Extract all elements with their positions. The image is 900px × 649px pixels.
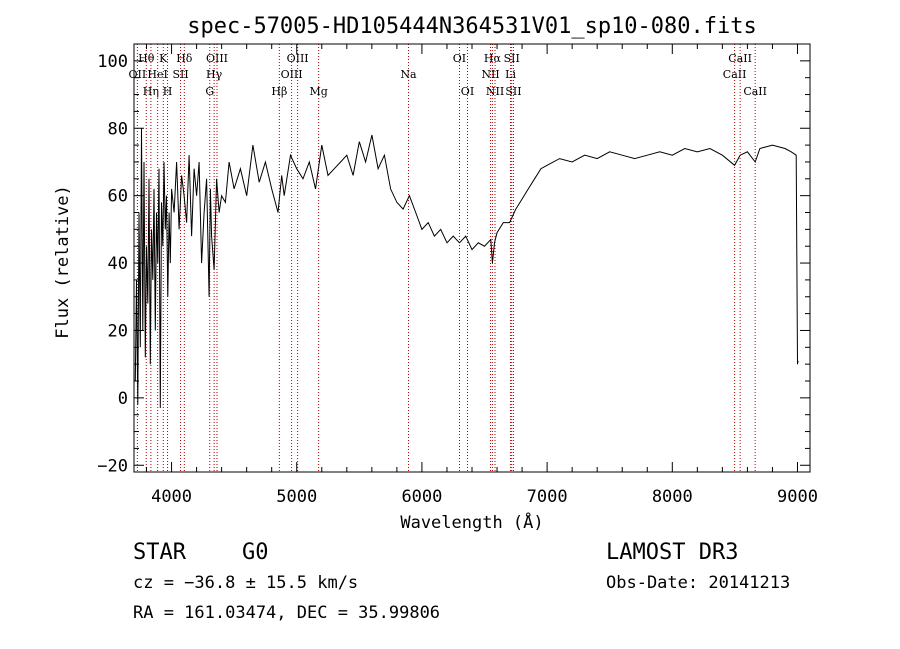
x-tick-label: 4000 [151, 487, 192, 507]
line-label-21: SII [504, 52, 520, 65]
y-tick-label: 60 [108, 187, 128, 207]
line-label-1: OII [129, 68, 147, 81]
survey-name: LAMOST DR3 [606, 540, 739, 565]
line-label-16: OI [453, 52, 466, 65]
y-axis-label: Flux (relative) [53, 185, 73, 339]
ra-dec-coordinates: RA = 161.03474, DEC = 35.99806 [133, 603, 441, 623]
x-tick-label: 8000 [652, 487, 693, 507]
line-label-17: OI [461, 85, 474, 98]
line-label-7: Hδ [176, 52, 193, 65]
chart-title: spec-57005-HD105444N364531V01_sp10-080.f… [187, 14, 757, 39]
observation-date: Obs-Date: 20141213 [606, 573, 791, 593]
object-subclass: G0 [242, 540, 269, 565]
line-label-20: NII [486, 85, 504, 98]
redshift-cz: cz = −36.8 ± 15.5 km/s [133, 573, 359, 593]
line-label-26: CaII [743, 85, 767, 98]
axis-ticks: 4000 5000 6000 7000 8000 9000 −20 0 20 40 60 80 100 [97, 44, 818, 507]
line-label-9: Hγ [206, 68, 223, 81]
line-label-24: CaII [728, 52, 752, 65]
spectrum-plot: spec-57005-HD105444N364531V01_sp10-080.f… [53, 14, 818, 533]
y-tick-label: 20 [108, 321, 128, 341]
x-tick-label: 7000 [527, 487, 568, 507]
line-label-0: Hθ [138, 52, 155, 65]
emission-line-markers: Hθ OII Hη K H HeI SII Hδ OIII Hγ G Hβ OIII OIII Mg Na OI… [129, 44, 767, 472]
y-tick-label: 40 [108, 254, 128, 274]
y-tick-label: 80 [108, 119, 128, 139]
line-label-13: OIII [281, 68, 303, 81]
plot-frame [133, 43, 811, 473]
x-tick-label: 6000 [401, 487, 442, 507]
line-label-8: OIII [206, 52, 228, 65]
line-label-10: G [205, 85, 214, 98]
line-label-12: OIII [287, 52, 309, 65]
line-label-25: CaII [723, 68, 747, 81]
line-label-4: H [163, 85, 173, 98]
spectrum-series-line [134, 128, 799, 409]
object-class: STAR [133, 540, 186, 565]
line-label-3: K [159, 52, 168, 65]
line-label-19: NII [481, 68, 499, 81]
x-tick-label: 5000 [276, 487, 317, 507]
x-tick-label: 9000 [777, 487, 818, 507]
line-label-14: Mg [309, 85, 327, 98]
line-label-11: Hβ [271, 85, 287, 98]
x-axis-label: Wavelength (Å) [400, 511, 543, 533]
y-tick-label: −20 [97, 456, 128, 476]
line-label-22: Li [505, 68, 516, 81]
line-label-18: Hα [484, 52, 502, 65]
line-label-2: Hη [143, 85, 159, 98]
y-tick-label: 100 [97, 52, 128, 72]
line-label-6: SII [172, 68, 188, 81]
line-label-5: HeI [147, 68, 167, 81]
line-label-15: Na [400, 68, 417, 81]
line-label-23: SII [505, 85, 521, 98]
y-tick-label: 0 [118, 389, 128, 409]
